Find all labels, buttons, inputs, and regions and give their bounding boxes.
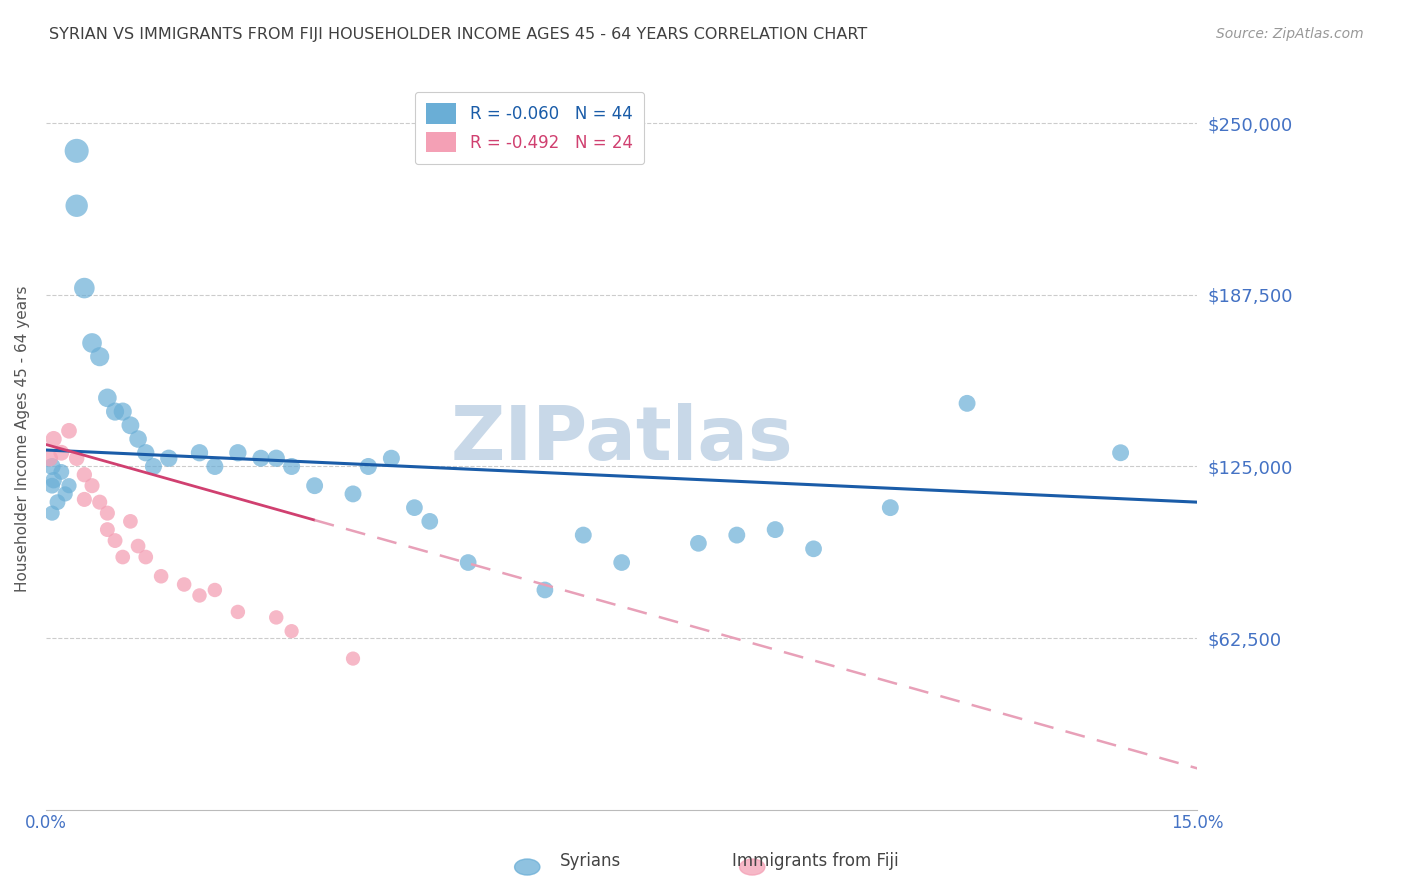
Point <box>280 624 302 639</box>
Point <box>688 536 710 550</box>
Point <box>96 391 118 405</box>
Point <box>725 528 748 542</box>
Point <box>264 610 287 624</box>
Point <box>188 446 211 460</box>
Point <box>280 459 302 474</box>
Point <box>80 335 103 350</box>
Point <box>127 539 149 553</box>
Point <box>38 451 60 466</box>
Point <box>879 500 901 515</box>
Point <box>41 478 63 492</box>
Point <box>120 514 142 528</box>
Point <box>572 528 595 542</box>
Point <box>120 418 142 433</box>
Point <box>135 549 157 564</box>
Point <box>42 432 65 446</box>
Point <box>51 465 73 479</box>
Point <box>66 144 89 158</box>
Point <box>66 451 89 466</box>
Point <box>404 500 426 515</box>
Point <box>73 467 96 482</box>
Text: Source: ZipAtlas.com: Source: ZipAtlas.com <box>1216 27 1364 41</box>
Point <box>264 451 287 466</box>
Point <box>763 523 786 537</box>
Point <box>534 582 557 597</box>
Point <box>157 451 180 466</box>
Point <box>89 350 111 364</box>
Point <box>250 451 273 466</box>
Point <box>104 404 127 418</box>
Text: Immigrants from Fiji: Immigrants from Fiji <box>733 852 898 870</box>
Point <box>956 396 979 410</box>
Point <box>73 281 96 295</box>
Point <box>342 487 364 501</box>
Point <box>419 514 441 528</box>
Point <box>127 432 149 446</box>
Point <box>111 549 134 564</box>
Point <box>66 199 89 213</box>
Point <box>135 446 157 460</box>
Point <box>73 492 96 507</box>
Point <box>41 506 63 520</box>
Point <box>142 459 165 474</box>
Point <box>803 541 825 556</box>
Point <box>42 473 65 487</box>
Point <box>204 582 226 597</box>
Point <box>46 495 69 509</box>
Point <box>380 451 402 466</box>
Point <box>96 506 118 520</box>
Y-axis label: Householder Income Ages 45 - 64 years: Householder Income Ages 45 - 64 years <box>15 285 30 592</box>
Text: Syrians: Syrians <box>560 852 621 870</box>
Point <box>41 459 63 474</box>
Point <box>150 569 173 583</box>
Point <box>53 487 76 501</box>
Legend: R = -0.060   N = 44, R = -0.492   N = 24: R = -0.060 N = 44, R = -0.492 N = 24 <box>415 92 644 164</box>
Point <box>173 577 195 591</box>
Point <box>610 556 633 570</box>
Point <box>58 424 80 438</box>
Point <box>304 478 326 492</box>
Point <box>457 556 479 570</box>
Point <box>357 459 380 474</box>
Point <box>58 478 80 492</box>
Point <box>342 651 364 665</box>
Point <box>96 523 118 537</box>
Point <box>104 533 127 548</box>
Text: ZIPatlas: ZIPatlas <box>450 402 793 475</box>
Point <box>1109 446 1132 460</box>
Point <box>226 605 249 619</box>
Point <box>89 495 111 509</box>
Point <box>80 478 103 492</box>
Point <box>51 446 73 460</box>
Point <box>204 459 226 474</box>
Point <box>188 589 211 603</box>
Text: SYRIAN VS IMMIGRANTS FROM FIJI HOUSEHOLDER INCOME AGES 45 - 64 YEARS CORRELATION: SYRIAN VS IMMIGRANTS FROM FIJI HOUSEHOLD… <box>49 27 868 42</box>
Point <box>111 404 134 418</box>
Point <box>226 446 249 460</box>
